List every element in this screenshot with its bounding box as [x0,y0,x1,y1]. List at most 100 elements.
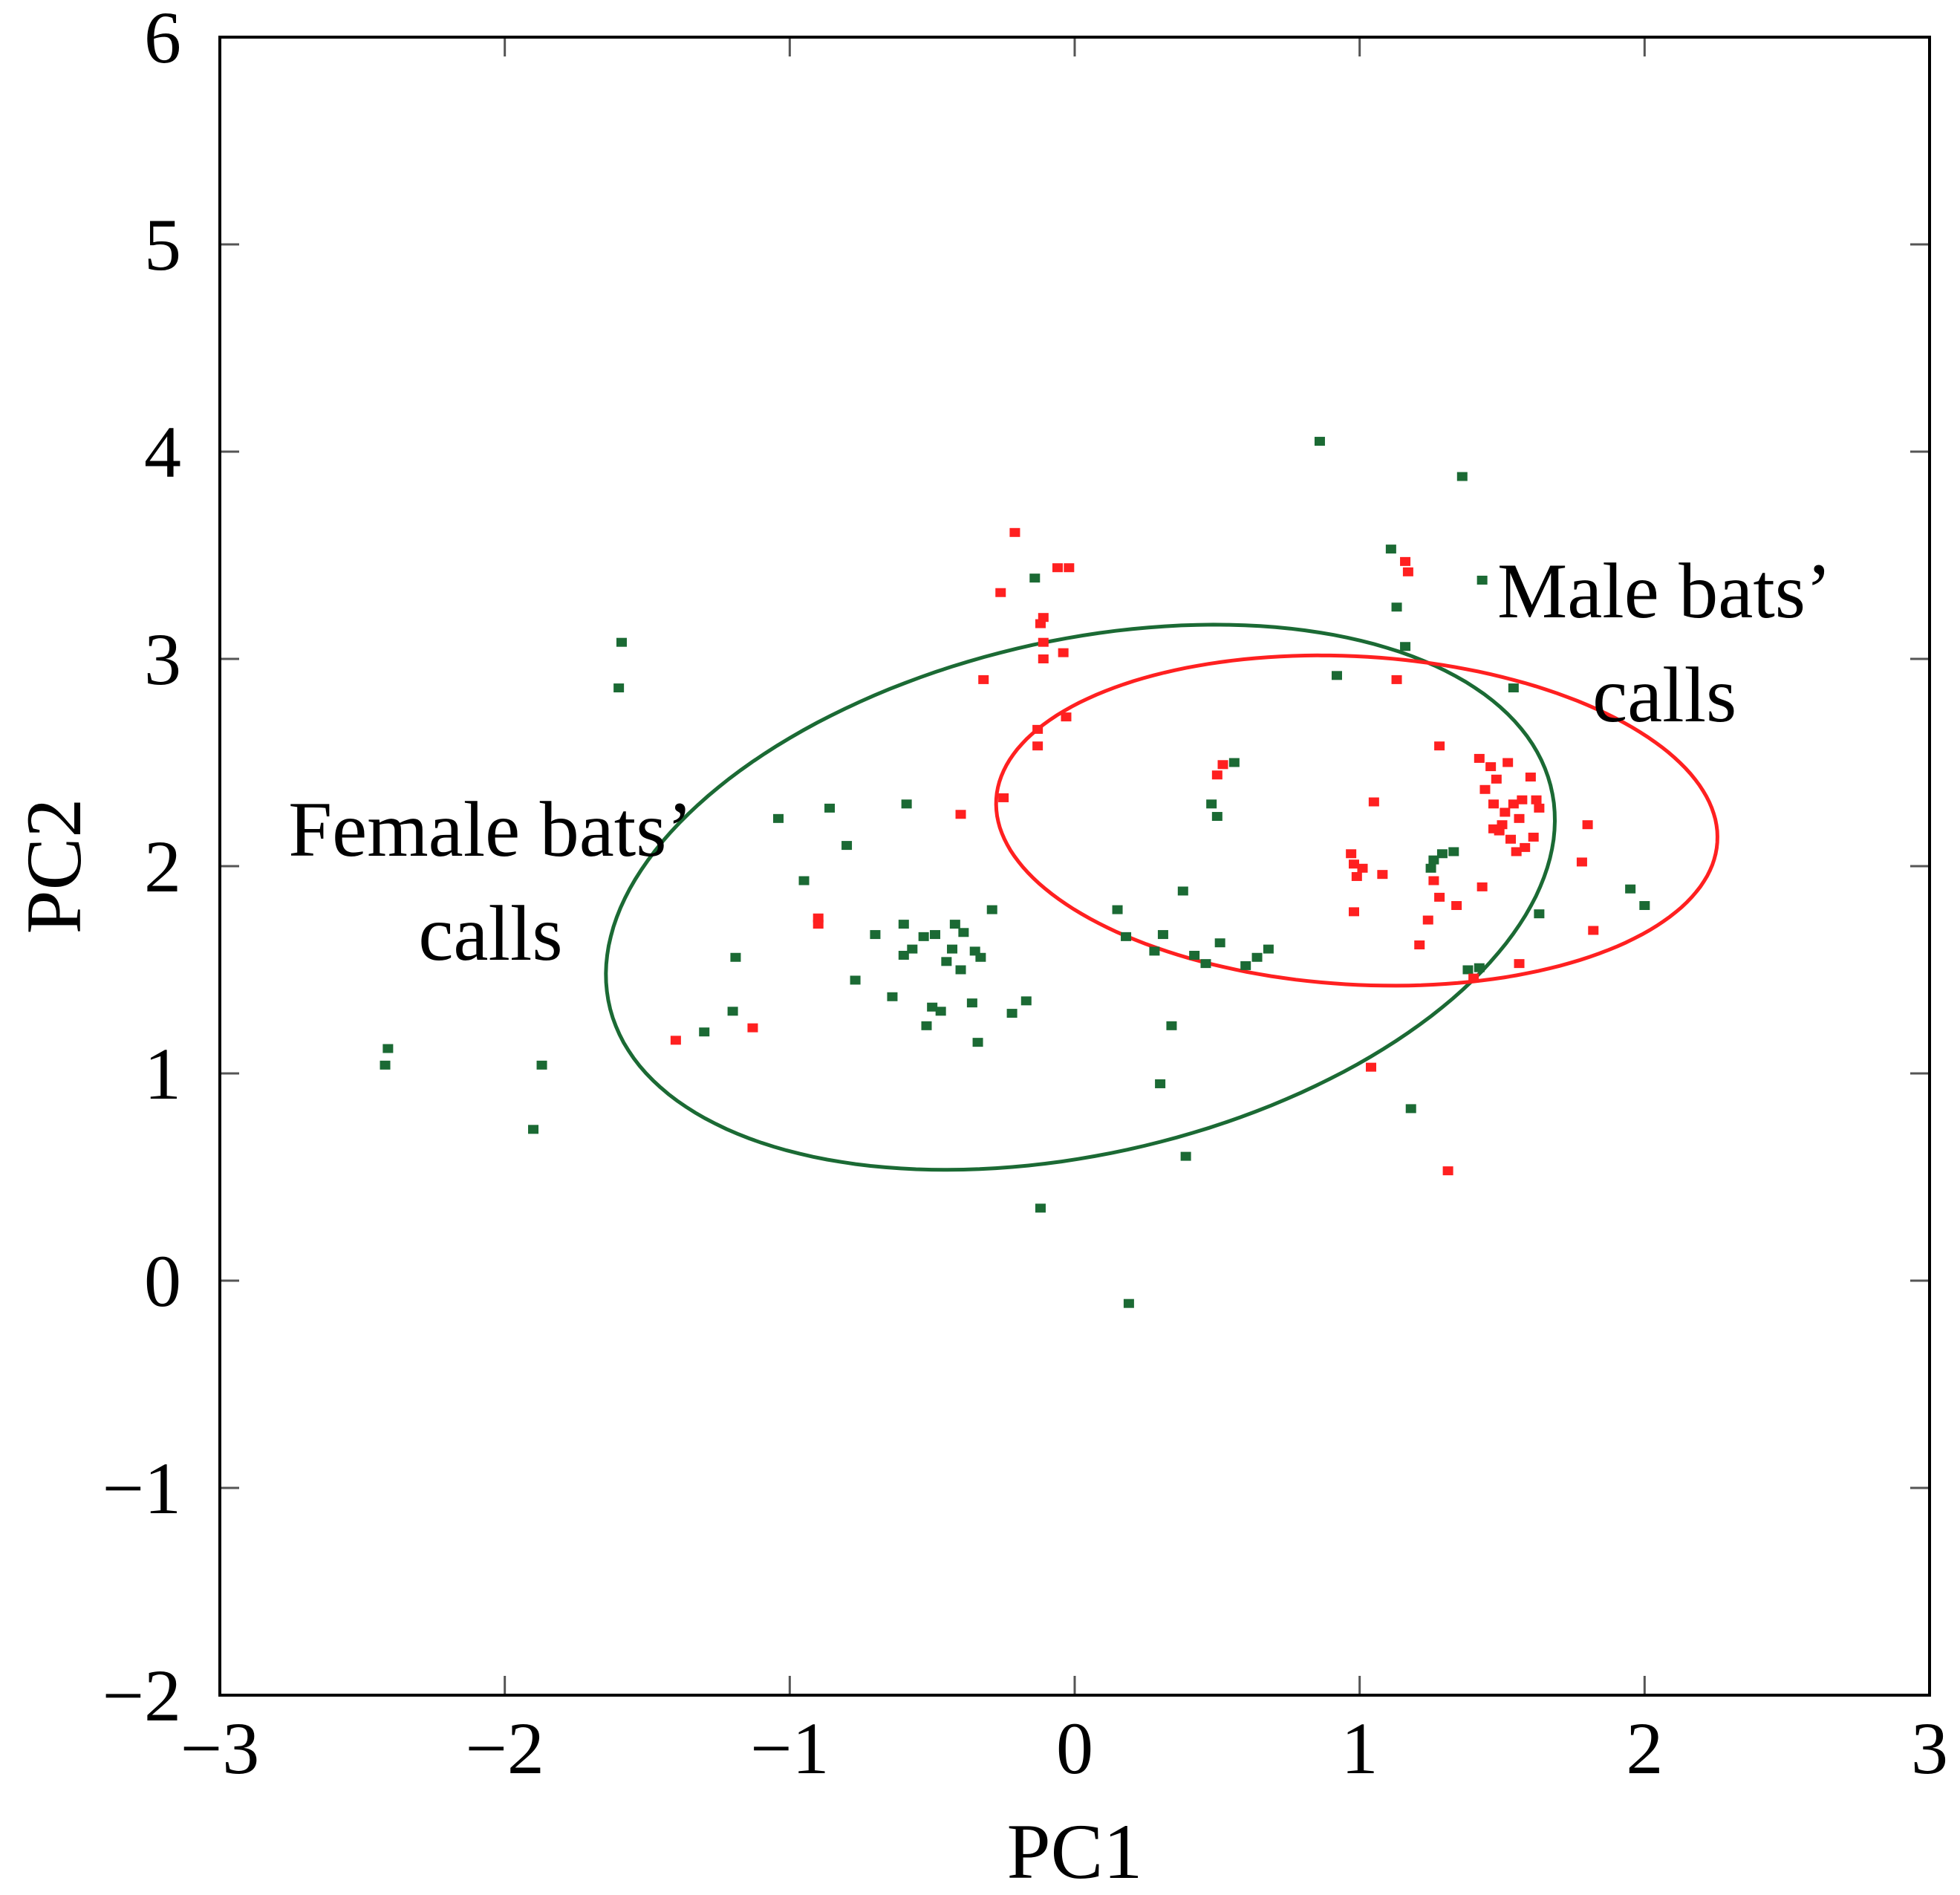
male-point [1520,842,1531,852]
female-point [1385,545,1396,554]
female-point [1189,950,1200,960]
x-tick-label: −1 [750,1707,829,1790]
female-point [1228,758,1240,767]
y-tick-label: 3 [144,618,181,701]
confidence-ellipses [604,623,1719,1172]
female-point [1211,812,1222,822]
y-tick-label: 5 [144,204,181,286]
x-tick-label: −3 [180,1707,259,1790]
female-point [986,905,997,914]
male-point [978,675,989,684]
female-point [616,637,627,647]
male-point [1434,892,1445,902]
female-point [824,803,836,813]
male-point [1058,648,1069,657]
male-point [1348,907,1359,917]
male-point [1434,741,1445,751]
male-point [1508,799,1519,809]
male-point [1451,901,1462,911]
female-point [1121,932,1132,941]
female-point [930,930,941,940]
female-point [1263,944,1274,954]
female-point [898,950,909,960]
female-point [1448,847,1459,857]
y-tick-label: −1 [102,1447,181,1530]
female-point [1029,573,1041,583]
female-point [1240,960,1251,970]
female-point [613,683,625,693]
female-point [1177,886,1188,896]
male-point [747,1023,758,1033]
female-point [1405,1104,1416,1114]
female-point [1476,575,1488,585]
x-tick-label: −2 [465,1707,544,1790]
female-point [536,1060,547,1070]
female-point [1155,1079,1166,1088]
male-point [1422,915,1433,925]
male-point [998,793,1009,802]
female-point [1625,884,1636,894]
male-point [1491,774,1502,784]
annotation-line: Female bats’ [288,786,693,873]
female-point [918,932,929,941]
female-point [955,965,966,975]
female-ellipse [604,623,1557,1172]
female-point [1200,959,1211,969]
female-point [380,1060,391,1070]
female-point [1508,683,1519,693]
male-point [1038,613,1049,623]
male-point [670,1036,681,1045]
male-point [955,810,966,819]
female-point [972,1038,983,1047]
female-point [901,799,912,809]
x-tick-label: 3 [1911,1707,1948,1790]
female-point [921,1021,932,1030]
male-point [1368,797,1379,807]
y-axis-label: PC2 [10,799,97,935]
male-point [1391,675,1402,684]
female-point [1639,901,1650,911]
female-point [1462,965,1474,975]
female-point [935,1007,946,1016]
female-point [907,944,918,954]
female-point [966,998,977,1008]
male-point [1488,799,1499,809]
male-point [1009,527,1020,537]
female-point [1157,930,1168,940]
x-tick-label: 2 [1626,1707,1663,1790]
male-point [1414,940,1425,950]
male-point [1582,820,1593,830]
male-point [1474,753,1485,763]
female-point [382,1044,394,1053]
data-points [380,437,1650,1308]
female-point [1425,863,1436,873]
male-point [1211,770,1222,780]
male-point [1032,724,1044,734]
female-point [975,952,986,962]
female-point [850,975,861,985]
male-point [1500,807,1511,817]
male-point [1052,563,1063,573]
female-point [1180,1151,1191,1161]
female-point [947,944,958,954]
annotation-line: calls [1592,651,1736,738]
male-point [813,920,824,929]
annotation-line: calls [418,890,562,977]
male-point [1502,758,1514,767]
y-tick-label: 6 [144,0,181,79]
female-point [1428,855,1439,865]
male-point [1468,973,1479,983]
female-point [941,957,952,966]
female-point [898,920,909,929]
female-point [927,1002,938,1012]
male-point [1588,926,1599,935]
x-tick-label: 1 [1341,1707,1378,1790]
annotations: Female bats’ calls Male bats’ calls [288,547,1832,977]
male-point [1476,882,1488,891]
female-point [772,813,784,823]
male-point [1514,959,1525,969]
y-tick-label: 1 [144,1033,181,1115]
plot-area-frame [218,36,1931,1697]
female-point [1436,849,1448,859]
female-point [1123,1298,1134,1308]
